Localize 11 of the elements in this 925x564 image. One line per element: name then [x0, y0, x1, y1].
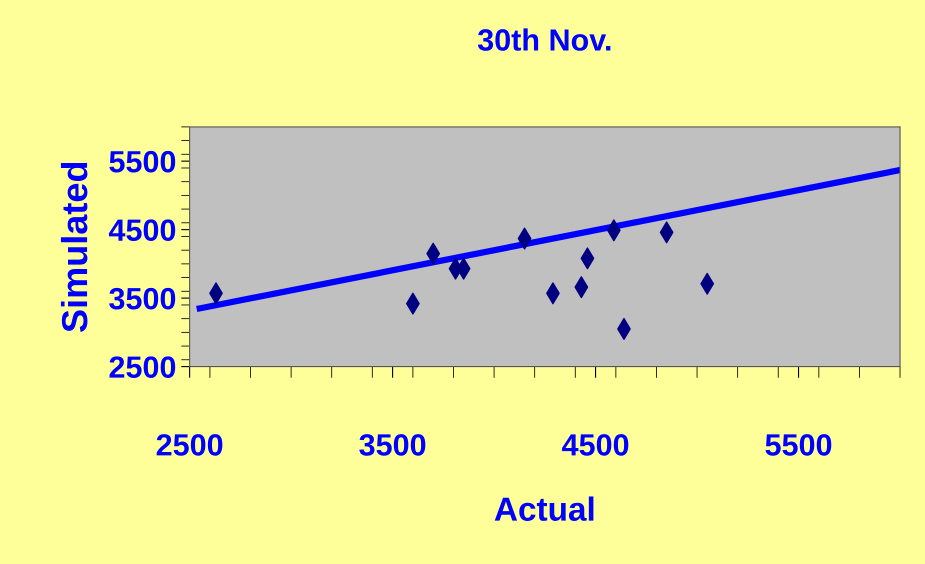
y-tick-label: 5500 — [109, 150, 176, 173]
x-axis-title: Actual — [494, 496, 594, 521]
x-tick-label: 3500 — [359, 434, 426, 456]
y-tick-label: 2500 — [110, 356, 176, 378]
y-tick-label: 3500 — [109, 288, 176, 310]
y-tick-label: 4500 — [108, 219, 176, 241]
y-axis-title: Simulated — [60, 162, 88, 332]
chart-title: 30th Nov. — [478, 28, 610, 51]
x-tick-label: 2500 — [156, 434, 222, 456]
x-tick-label: 5500 — [765, 434, 832, 456]
x-tick-label: 4500 — [562, 434, 628, 456]
